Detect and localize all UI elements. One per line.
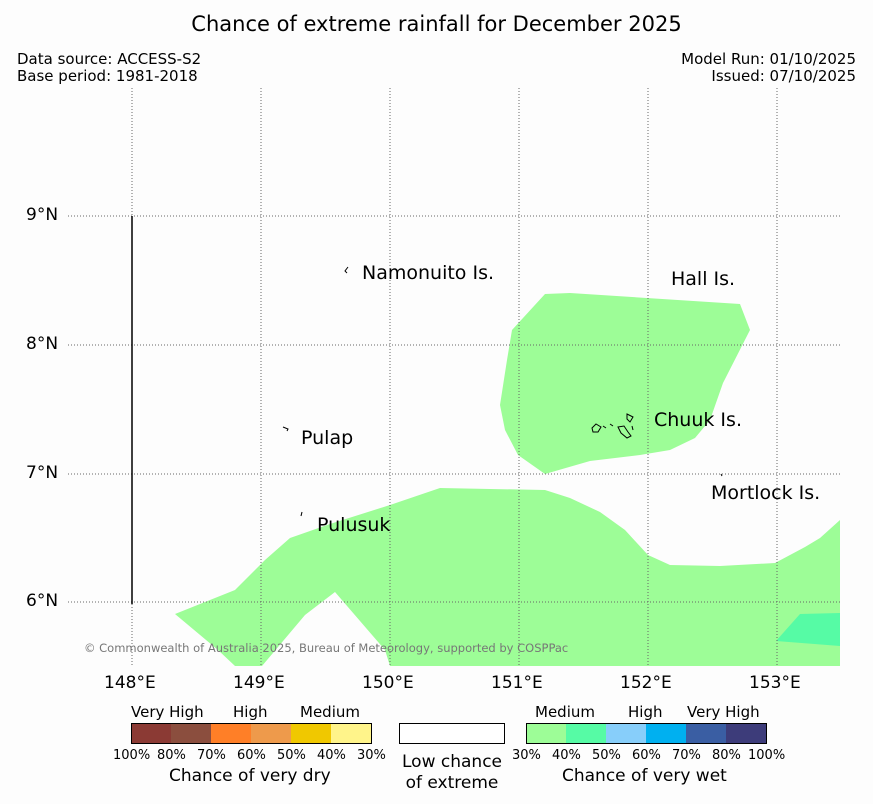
lon-label-149e: 149°E (233, 673, 285, 693)
dry-tick-80: 80% (157, 748, 186, 763)
dry-level-very-high: Very High (131, 703, 204, 721)
dry-tick-30: 30% (357, 748, 386, 763)
base-period-label: Base period: 1981-2018 (17, 67, 198, 85)
chuuk-islands-label: Chuuk Is. (654, 409, 742, 431)
lon-label-153e: 153°E (749, 673, 801, 693)
dry-tick-40: 40% (317, 748, 346, 763)
wet-swatch-70-80 (686, 723, 726, 744)
dry-tick-50: 50% (277, 748, 306, 763)
low-chance-label-line1: Low chance (402, 752, 502, 772)
chuuk-island-shapes (591, 413, 634, 439)
wet-tick-100: 100% (748, 748, 786, 763)
gridlines (68, 88, 840, 666)
dry-swatch-40-30 (331, 723, 371, 744)
mortlock-islands-label: Mortlock Is. (711, 482, 821, 504)
wet-tick-50: 50% (592, 748, 621, 763)
hall-islands-label: Hall Is. (671, 268, 736, 290)
wet-swatch-30-40 (526, 723, 566, 744)
wet-swatch-40-50 (566, 723, 606, 744)
dry-level-high: High (233, 703, 268, 721)
dry-swatch-80-70 (171, 723, 211, 744)
dry-legend-title: Chance of very dry (169, 766, 331, 786)
wet-tick-80: 80% (712, 748, 741, 763)
model-run-label: Model Run: 01/10/2025 (681, 50, 856, 68)
dry-level-medium: Medium (300, 703, 360, 721)
wet-swatch-60-70 (646, 723, 686, 744)
wet-tick-40: 40% (552, 748, 581, 763)
lon-label-151e: 151°E (491, 673, 543, 693)
mortlock-island-shape (720, 473, 723, 477)
wet-medium-region-north (500, 293, 750, 474)
lat-label-9n: 9°N (26, 205, 59, 225)
namonuito-island-shape (344, 266, 349, 274)
wet-medium-region-south (175, 488, 840, 666)
dry-colorbar-frame (131, 723, 372, 744)
wet-tick-30: 30% (512, 748, 541, 763)
wet-tick-70: 70% (672, 748, 701, 763)
dry-tick-60: 60% (237, 748, 266, 763)
pulap-island-shape (282, 426, 289, 432)
lat-label-6n: 6°N (26, 591, 59, 611)
dry-tick-100: 100% (113, 748, 151, 763)
pulap-label: Pulap (301, 427, 354, 449)
lat-label-7n: 7°N (26, 463, 59, 483)
lon-label-150e: 150°E (362, 673, 414, 693)
wet-tick-60: 60% (632, 748, 661, 763)
namonuito-label: Namonuito Is. (362, 262, 495, 284)
wet-level-high: High (628, 703, 663, 721)
wet-swatch-80-100 (726, 723, 766, 744)
copyright-notice: © Commonwealth of Australia 2025, Bureau… (84, 641, 569, 655)
lon-label-148e: 148°E (104, 673, 156, 693)
dry-tick-70: 70% (197, 748, 226, 763)
dry-swatch-50-40 (291, 723, 331, 744)
data-source-label: Data source: ACCESS-S2 (17, 50, 202, 68)
wet-level-medium: Medium (535, 703, 595, 721)
issued-date-label: Issued: 07/10/2025 (711, 67, 856, 85)
low-chance-label-line2: of extreme (405, 773, 499, 793)
pulusuk-label: Pulusuk (317, 514, 391, 536)
map-title: Chance of extreme rainfall for December … (191, 12, 682, 36)
pulusuk-island-shape (300, 511, 303, 517)
wet-legend-title: Chance of very wet (562, 766, 727, 786)
lon-label-152e: 152°E (620, 673, 672, 693)
low-chance-swatch (399, 723, 505, 744)
wet-level-very-high: Very High (687, 703, 760, 721)
dry-swatch-60-50 (251, 723, 291, 744)
lat-label-8n: 8°N (26, 334, 59, 354)
dry-swatch-100-80 (131, 723, 171, 744)
wet-colorbar-frame (526, 723, 767, 744)
wet-high-region (776, 613, 840, 646)
wet-swatch-50-60 (606, 723, 646, 744)
dry-swatch-70-60 (211, 723, 251, 744)
